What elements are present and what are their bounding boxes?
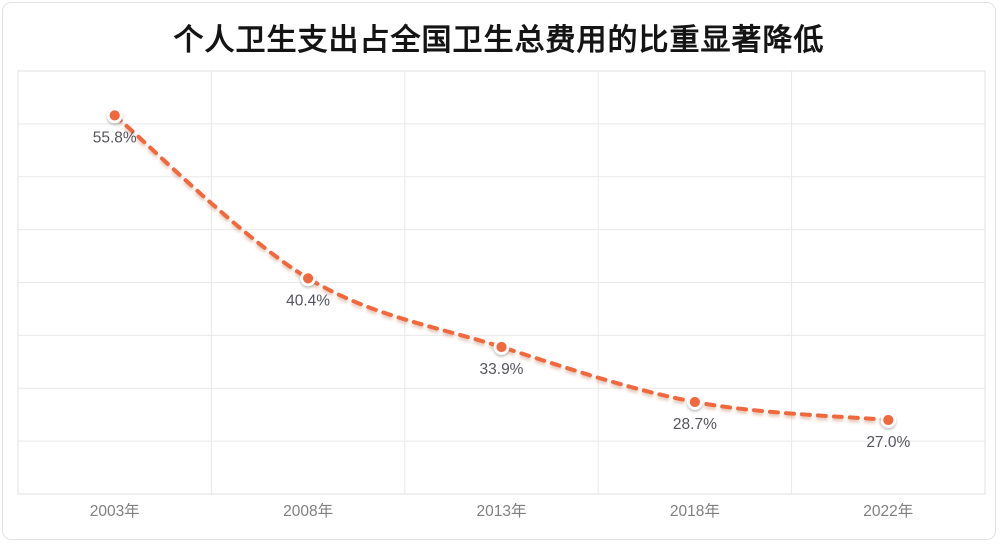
data-point-marker	[106, 107, 123, 124]
x-axis-label: 2013年	[477, 502, 527, 520]
chart-title: 个人卫生支出占全国卫生总费用的比重显著降低	[173, 24, 825, 57]
data-point-label: 27.0%	[866, 434, 910, 451]
data-point-label: 55.8%	[93, 129, 137, 146]
line-chart-plot: 55.8% 40.4% 33.9% 28.7% 27.0% 2003年 2008年 2013年…	[17, 70, 986, 520]
x-axis-label: 2003年	[90, 502, 140, 520]
data-point-marker	[300, 270, 317, 287]
x-axis-label: 2022年	[863, 502, 913, 520]
data-point-marker	[493, 339, 510, 355]
data-point-label: 33.9%	[480, 361, 524, 378]
plot-border	[17, 70, 986, 495]
data-point-marker	[687, 394, 703, 410]
x-axis-label: 2018年	[670, 502, 720, 520]
data-point-label: 40.4%	[286, 292, 330, 309]
data-point-marker	[880, 412, 897, 428]
x-axis-label: 2008年	[283, 502, 333, 520]
data-point-label: 28.7%	[673, 416, 717, 433]
